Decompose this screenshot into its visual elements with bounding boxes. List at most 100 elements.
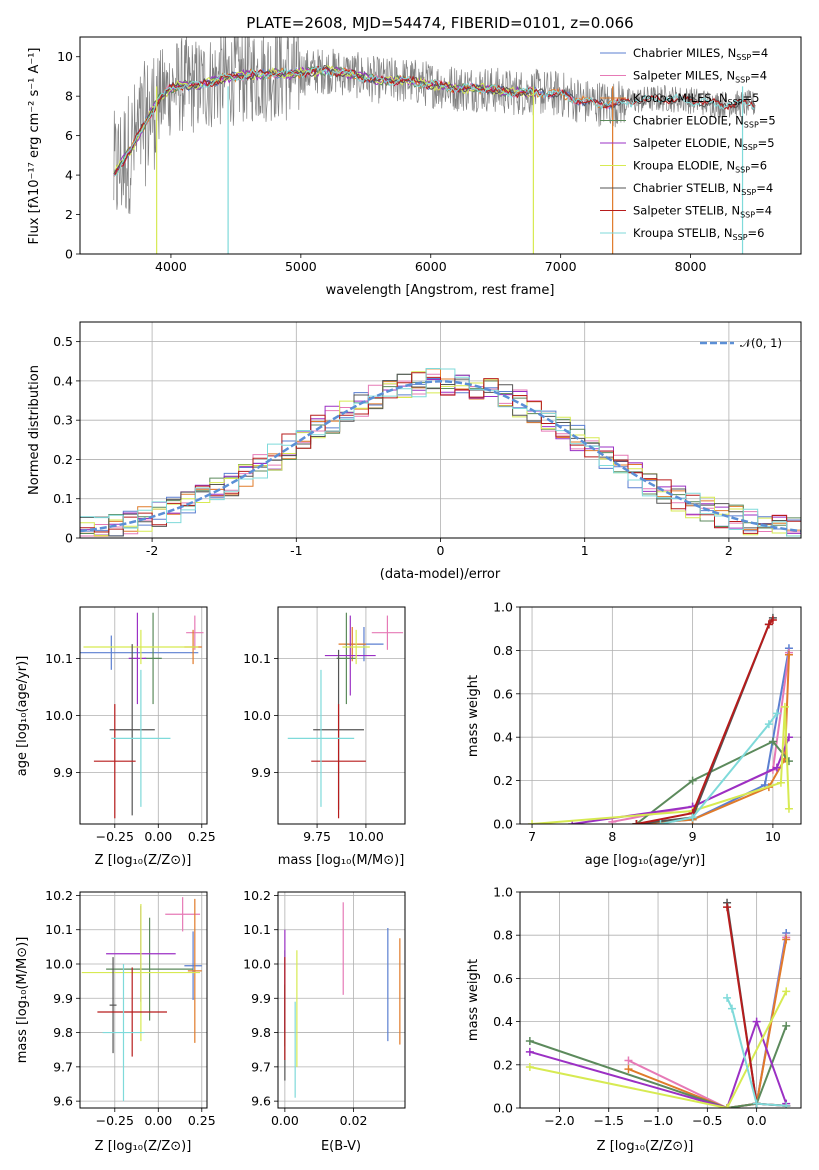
y-tick-label: 0.5 <box>53 334 73 349</box>
weight-marker-kroupa_elodie <box>782 987 791 996</box>
y-tick-label: 10.1 <box>243 651 271 666</box>
axes-frame <box>79 606 208 825</box>
y-tick-label: 1.0 <box>493 885 513 900</box>
weight-marker-kroupa_elodie <box>723 1104 732 1108</box>
legend-entry: Salpeter STELIB, NSSP=4 <box>633 204 772 220</box>
x-tick-label: 1 <box>581 543 589 558</box>
weight-line-kroupa_stelib <box>726 997 787 1107</box>
spectrum-legend: Chabrier MILES, NSSP=4 Salpeter MILES, NS… <box>600 46 776 242</box>
y-tick-label: 9.8 <box>53 1025 73 1040</box>
z-weight-axes: −2.0 −1.5 −1.0 −0.5 0.0 0.0 0.2 0.4 0.6 0.8 1.0 <box>493 885 802 1128</box>
x-tick-label: 0 <box>437 543 445 558</box>
z-mass-xlabel: Z [log₁₀(Z/Z⊙)] <box>95 1139 192 1154</box>
weight-marker-salpeter_elodie <box>752 1017 761 1026</box>
observed-spectrum <box>113 37 756 215</box>
axes-frame <box>519 891 802 1109</box>
legend-entry: Chabrier MILES, NSSP=4 <box>633 46 768 62</box>
y-tick-label: 0.0 <box>493 817 513 832</box>
weight-marker-salpeter_stelib <box>764 620 773 629</box>
axes-frame <box>79 321 802 539</box>
y-tick-label: 9.7 <box>53 1059 73 1074</box>
x-tick-label: 0.25 <box>188 1113 216 1128</box>
weight-marker-kroupa_stelib <box>764 720 773 729</box>
axes-frame <box>277 606 406 825</box>
x-tick-label: 9 <box>689 829 697 844</box>
y-tick-label: 9.6 <box>53 1094 73 1109</box>
z-age-axes: −0.25 0.00 0.25 9.9 10.0 10.1 <box>45 606 216 844</box>
legend-entry: Chabrier ELODIE, NSSP=5 <box>633 114 776 130</box>
spectrum-panel: PLATE=2608, MJD=54474, FIBERID=0101, z=0… <box>27 14 802 298</box>
residuals-xlabel: (data-model)/error <box>380 567 501 582</box>
axes-frame <box>79 891 208 1109</box>
y-tick-label: 10.1 <box>45 651 73 666</box>
ebv-mass-marks <box>284 902 401 1098</box>
weight-marker-chabrier_elodie <box>768 737 777 746</box>
x-tick-label: 0.25 <box>188 829 216 844</box>
weight-marker-salpeter_stelib <box>632 820 641 824</box>
x-tick-label: 0.02 <box>340 1113 368 1128</box>
y-tick-label: 9.7 <box>251 1059 271 1074</box>
weight-marker-kroupa_miles <box>784 650 793 659</box>
mass-age-grid <box>278 607 405 824</box>
ebv-mass-xlabel: E(B-V) <box>321 1139 361 1154</box>
weight-marker-kroupa_stelib <box>656 820 665 824</box>
y-tick-label: 0.2 <box>493 773 513 788</box>
normal-reference-curve <box>80 380 801 533</box>
y-tick-label: 9.9 <box>53 991 73 1006</box>
weight-marker-salpeter_stelib <box>723 903 732 912</box>
axes-frame <box>277 891 406 1109</box>
y-tick-label: 0.4 <box>493 730 513 745</box>
z-weight-marks <box>525 898 791 1108</box>
x-tick-label: −1.0 <box>643 1113 673 1128</box>
weight-marker-chabrier_elodie <box>782 1021 791 1030</box>
y-tick-label: 4 <box>65 168 73 183</box>
ebv-mass-panel: 0.00 0.02 9.6 9.7 9.8 9.9 10.0 10.1 10.2 E(B-V) <box>243 888 406 1154</box>
weight-marker-kroupa_stelib <box>688 813 697 822</box>
weight-line-salpeter_elodie <box>529 1018 788 1108</box>
z-age-marks <box>80 612 204 819</box>
z-weight-ylabel: mass weight <box>466 959 481 1041</box>
x-tick-label: −0.5 <box>692 1113 722 1128</box>
weight-line-salpeter_stelib <box>636 619 774 824</box>
z-mass-marks <box>81 897 202 1102</box>
y-tick-label: 10 <box>57 49 73 64</box>
y-tick-label: 6 <box>65 128 73 143</box>
age-weight-axes: 7 8 9 10 0.0 0.2 0.4 0.6 0.8 1.0 <box>493 600 802 844</box>
x-tick-label: 8 <box>608 829 616 844</box>
model-chabrier_elodie <box>113 66 535 177</box>
age-weight-panel: 7 8 9 10 0.0 0.2 0.4 0.6 0.8 1.0 age [log₁₀(age/y… <box>466 600 802 868</box>
spectrum-xlabel: wavelength [Angstrom, rest frame] <box>326 283 555 298</box>
y-tick-label: 9.9 <box>251 765 271 780</box>
y-tick-label: 0.6 <box>493 686 513 701</box>
y-tick-label: 0.8 <box>493 928 513 943</box>
y-tick-label: 0.0 <box>493 1101 513 1116</box>
x-tick-label: 7 <box>528 829 536 844</box>
mass-age-panel: 9.75 10.00 9.9 10.0 10.1 mass [log₁₀(M/M⊙)] <box>243 606 406 868</box>
weight-marker-kroupa_elodie <box>528 820 537 824</box>
x-tick-label: −1.5 <box>594 1113 624 1128</box>
x-tick-label: 0.00 <box>271 1113 299 1128</box>
x-tick-label: −2.0 <box>544 1113 574 1128</box>
z-age-ylabel: age [log₁₀(age/yr)] <box>15 656 30 777</box>
weight-marker-kroupa_elodie <box>776 778 785 787</box>
x-tick-label: -1 <box>290 543 302 558</box>
mass-age-marks <box>287 612 404 819</box>
age-weight-xlabel: age [log₁₀(age/yr)] <box>585 853 706 868</box>
y-tick-label: 0.1 <box>53 491 73 506</box>
z-age-xlabel: Z [log₁₀(Z/Z⊙)] <box>95 853 192 868</box>
mass-age-xlabel: mass [log₁₀(M/M⊙)] <box>278 853 405 868</box>
y-tick-label: 0.3 <box>53 413 73 428</box>
y-tick-label: 0.4 <box>53 373 73 388</box>
weight-marker-salpeter_stelib <box>768 616 777 625</box>
y-tick-label: 1.0 <box>493 600 513 615</box>
y-tick-label: 8 <box>65 89 73 104</box>
x-tick-label: 10.00 <box>348 829 384 844</box>
z-age-panel: −0.25 0.00 0.25 9.9 10.0 10.1 Z [log₁₀(Z/Z⊙)]… <box>15 606 216 868</box>
y-tick-label: 10.0 <box>243 957 271 972</box>
y-tick-label: 10.1 <box>243 922 271 937</box>
weight-marker-salpeter_elodie <box>772 763 781 772</box>
x-tick-label: 10 <box>765 829 781 844</box>
legend-entry: Chabrier STELIB, NSSP=4 <box>633 181 773 197</box>
x-tick-label: 9.75 <box>303 829 331 844</box>
